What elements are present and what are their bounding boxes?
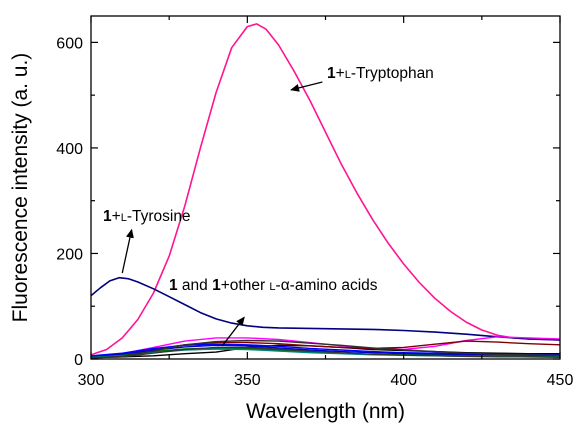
annotation-arrow xyxy=(121,228,134,274)
annotation-prefix: L xyxy=(121,212,127,224)
compound-number: 1 xyxy=(103,208,112,225)
x-axis-title: Wavelength (nm) xyxy=(246,400,405,423)
compound-number: 1 xyxy=(169,277,178,294)
annotation-text: + xyxy=(336,65,345,82)
annotation-text: -Tryptophan xyxy=(351,65,434,82)
annotation-text: -α-amino acids xyxy=(276,277,378,294)
annotation-text: and xyxy=(178,277,212,294)
compound-number: 1 xyxy=(327,65,336,82)
annotation-text: +other xyxy=(221,277,270,294)
compound-number: 1 xyxy=(212,277,221,294)
annotation-arrow xyxy=(290,81,323,92)
y-tick-label: 0 xyxy=(74,352,83,369)
axis-layer: 300 350 400 450 0 200 400 600 xyxy=(56,15,574,389)
series-line-1 xyxy=(91,23,560,356)
series-layer xyxy=(91,23,560,359)
x-tick-label: 350 xyxy=(234,372,261,389)
annotation-arrow xyxy=(221,316,245,347)
x-tick-label: 400 xyxy=(390,372,417,389)
y-tick-label: 200 xyxy=(56,246,83,263)
annotation-prefix: L xyxy=(345,69,351,81)
y-axis-title: Fluorescence intensity (a. u.) xyxy=(9,53,32,323)
x-tick-label: 450 xyxy=(547,372,574,389)
annotation-text: -Tyrosine xyxy=(127,208,191,225)
plot-frame xyxy=(90,15,561,360)
annotation-tryptophan: 1+L-Tryptophan xyxy=(327,65,434,82)
series-line-10 xyxy=(91,339,560,359)
y-tick-label: 600 xyxy=(56,35,83,52)
y-tick-label: 400 xyxy=(56,141,83,158)
annotation-prefix: L xyxy=(269,281,275,293)
annotation-tyrosine: 1+L-Tyrosine xyxy=(103,208,191,225)
annotation-text: + xyxy=(112,208,121,225)
x-tick-label: 300 xyxy=(78,372,105,389)
annotation-others: 1 and 1+other L-α-amino acids xyxy=(169,277,378,294)
